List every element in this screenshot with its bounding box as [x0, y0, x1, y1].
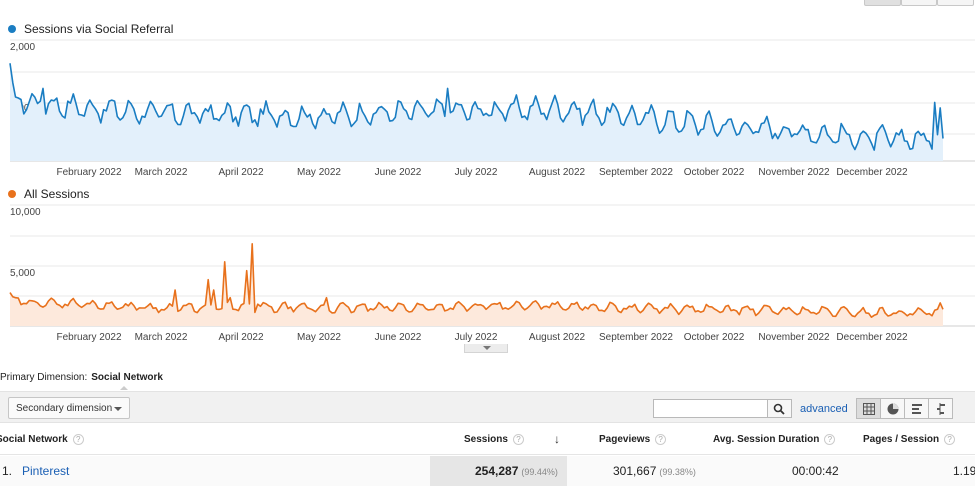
table-header: Social Network? Sessions? Pageviews? Avg…	[0, 424, 975, 455]
series-line	[9, 243, 944, 318]
row-pageviews-value: 301,667	[613, 464, 657, 478]
chart-mode-option[interactable]	[864, 0, 901, 6]
comparison-icon	[937, 403, 945, 415]
row-index: 1.	[2, 464, 13, 478]
chart-mode-option[interactable]	[937, 0, 975, 6]
chart-mode-option[interactable]	[900, 0, 938, 6]
row-sessions-pct: (99.44%)	[521, 467, 558, 477]
x-tick-label: May 2022	[297, 167, 341, 178]
secondary-dimension-label: Secondary dimension	[16, 403, 113, 414]
row-pages-per-session: 1.19	[953, 464, 975, 478]
series-area	[10, 63, 943, 161]
top-chart-legend: Sessions via Social Referral	[8, 22, 173, 36]
chart-collapse-handle[interactable]	[464, 344, 508, 353]
series-area	[10, 243, 943, 326]
row-sessions-value: 254,287	[475, 464, 519, 478]
secondary-dimension-dropdown[interactable]: Secondary dimension	[8, 397, 130, 419]
x-tick-label: June 2022	[375, 332, 422, 343]
primary-dimension-value[interactable]: Social Network	[91, 372, 163, 383]
x-tick-label: September 2022	[599, 167, 673, 178]
sorted-column-highlight	[430, 456, 567, 486]
primary-dimension: Primary Dimension: Social Network	[0, 372, 163, 383]
help-icon[interactable]: ?	[72, 434, 84, 445]
column-header-label: Pageviews	[599, 434, 651, 446]
column-header-sessions[interactable]: Sessions?	[464, 434, 524, 445]
advanced-filter-link[interactable]: advanced	[800, 403, 848, 415]
bottom-chart-ytick-max: 10,000	[10, 207, 41, 218]
column-header-label: Sessions	[464, 434, 508, 446]
chevron-down-icon	[483, 346, 491, 350]
chart-mode-toggle[interactable]	[864, 0, 975, 6]
pie-view-button[interactable]	[880, 398, 905, 419]
x-tick-label: June 2022	[375, 167, 422, 178]
x-tick-label: July 2022	[455, 167, 498, 178]
caret-up-icon	[120, 386, 128, 390]
x-tick-label: August 2022	[529, 332, 586, 343]
table-icon	[863, 403, 875, 415]
x-tick-label: March 2022	[135, 332, 188, 343]
x-tick-label: November 2022	[758, 167, 830, 178]
x-tick-label: April 2022	[218, 332, 263, 343]
pie-icon	[887, 403, 899, 415]
x-tick-label: May 2022	[297, 332, 341, 343]
x-tick-label: April 2022	[218, 167, 263, 178]
help-icon[interactable]: ?	[512, 434, 524, 445]
comparison-view-button[interactable]	[928, 398, 953, 419]
x-tick-label: December 2022	[836, 332, 908, 343]
x-tick-label: September 2022	[599, 332, 673, 343]
table-view-button[interactable]	[856, 398, 881, 419]
help-icon[interactable]: ?	[655, 434, 667, 445]
x-tick-label: November 2022	[758, 332, 830, 343]
table-search-input[interactable]	[653, 399, 768, 418]
series-line	[9, 63, 944, 151]
bottom-chart-ytick-mid: 5,000	[10, 268, 36, 279]
search-icon	[773, 403, 785, 415]
bottom-chart-legend: All Sessions	[8, 187, 89, 201]
bottom-chart-legend-label: All Sessions	[24, 187, 90, 201]
column-header-label: Pages / Session	[863, 434, 940, 446]
column-header-label: Avg. Session Duration	[713, 434, 820, 446]
top-chart: February 2022 March 2022 April 2022 May 202…	[9, 39, 975, 178]
x-tick-label: October 2022	[684, 167, 745, 178]
legend-dot-icon	[8, 25, 16, 33]
x-tick-label: March 2022	[135, 167, 188, 178]
sort-descending-icon[interactable]: ↓	[554, 432, 560, 446]
row-avg-session-duration: 00:00:42	[792, 464, 839, 478]
row-sessions: 254,287 (99.44%)	[475, 464, 558, 478]
help-icon[interactable]: ?	[944, 434, 956, 445]
column-header-label: Social Network	[0, 434, 68, 446]
column-header-pages-per-session[interactable]: Pages / Session?	[863, 434, 956, 446]
bottom-chart: February 2022 March 2022 April 2022 May 202…	[9, 204, 975, 343]
chevron-down-icon	[114, 407, 122, 411]
x-tick-label: August 2022	[529, 167, 586, 178]
performance-view-button[interactable]	[904, 398, 929, 419]
x-tick-label: October 2022	[684, 332, 745, 343]
primary-dimension-label: Primary Dimension:	[0, 372, 88, 383]
view-switcher	[856, 398, 953, 419]
table-toolbar: Secondary dimension advanced	[0, 391, 975, 423]
x-tick-label: February 2022	[56, 167, 121, 178]
performance-icon	[912, 404, 922, 414]
top-chart-legend-label: Sessions via Social Referral	[24, 22, 174, 36]
search-button[interactable]	[768, 399, 792, 418]
row-pageviews: 301,667 (99.38%)	[613, 464, 696, 478]
x-tick-label: February 2022	[56, 332, 121, 343]
x-tick-label: December 2022	[836, 167, 908, 178]
column-header-avg-session-duration[interactable]: Avg. Session Duration?	[713, 434, 836, 446]
row-pageviews-pct: (99.38%)	[659, 467, 696, 477]
help-icon[interactable]: ?	[824, 434, 836, 445]
table-row: 1. Pinterest 254,287 (99.44%) 301,667 (99.…	[0, 456, 975, 486]
column-header-pageviews[interactable]: Pageviews?	[599, 434, 667, 446]
column-header-social-network[interactable]: Social Network?	[0, 434, 84, 445]
top-chart-ytick-max: 2,000	[10, 42, 36, 53]
x-tick-label: July 2022	[455, 332, 498, 343]
row-network-link[interactable]: Pinterest	[22, 464, 70, 478]
legend-dot-icon	[8, 190, 16, 198]
